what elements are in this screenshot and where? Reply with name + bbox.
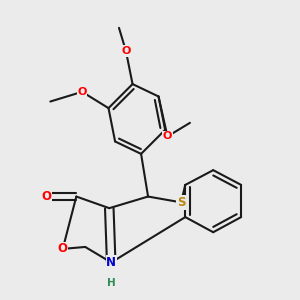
Text: N: N	[106, 256, 116, 269]
Text: O: O	[58, 242, 68, 255]
Text: O: O	[77, 87, 87, 97]
Text: S: S	[177, 196, 185, 209]
Text: O: O	[41, 190, 52, 203]
Text: H: H	[107, 278, 116, 288]
Text: O: O	[121, 46, 130, 56]
Text: O: O	[163, 131, 172, 141]
